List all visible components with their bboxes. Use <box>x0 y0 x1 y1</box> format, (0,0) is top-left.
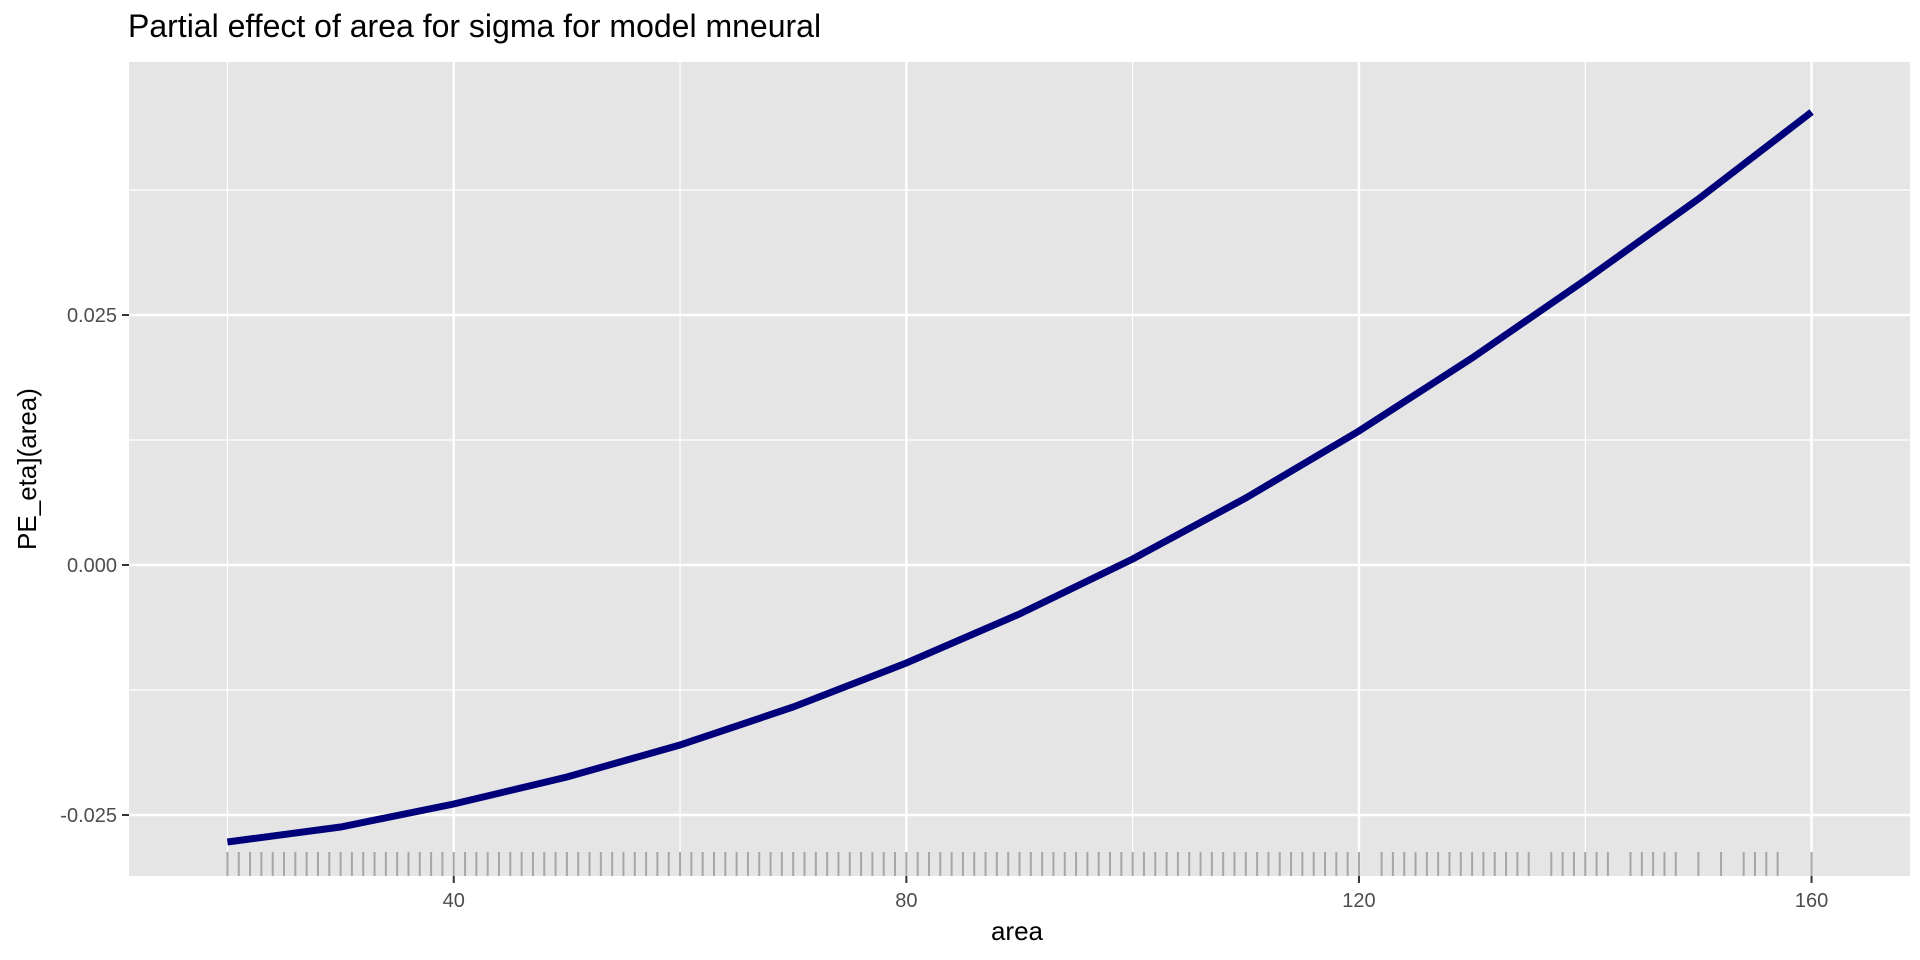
y-tick-label: -0.025 <box>60 805 117 827</box>
plot-panel <box>129 62 1910 876</box>
y-tick-label: 0.025 <box>67 305 117 327</box>
rug-marks <box>226 852 1813 876</box>
y-axis-title: PE_eta](area) <box>12 388 42 550</box>
x-tick-label: 80 <box>895 890 917 912</box>
chart-title: Partial effect of area for sigma for mod… <box>128 8 822 44</box>
x-tick-label: 120 <box>1342 890 1375 912</box>
grid-major <box>129 62 1910 876</box>
y-tick-label: 0.000 <box>67 555 117 577</box>
x-axis-title: area <box>991 916 1044 946</box>
y-axis: -0.025 0.000 0.025 <box>60 305 129 827</box>
x-tick-label: 160 <box>1795 890 1828 912</box>
x-tick-label: 40 <box>443 890 465 912</box>
grid-minor <box>129 62 1910 876</box>
x-axis: 40 80 120 160 <box>443 876 1828 912</box>
series-line <box>226 109 1814 846</box>
